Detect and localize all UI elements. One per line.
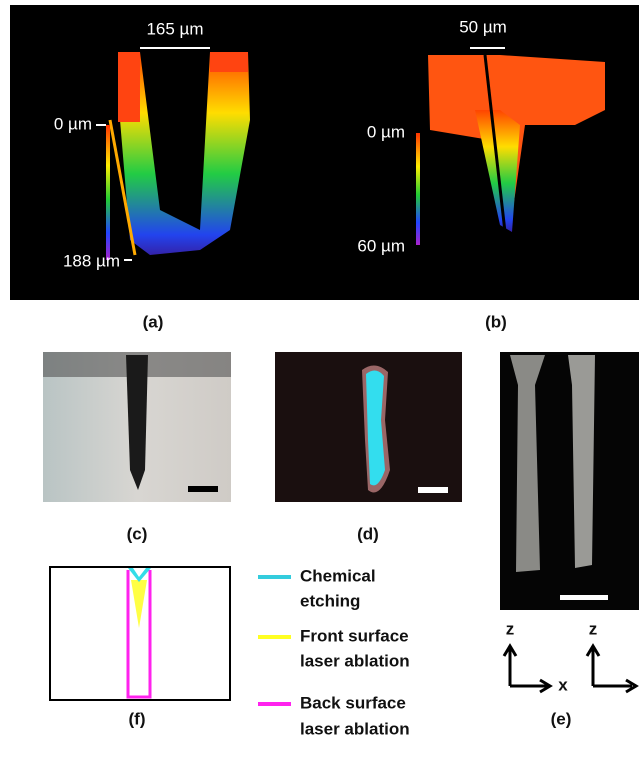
depth-label: 188 µm — [63, 251, 120, 270]
caption: (a) — [143, 312, 164, 331]
width-label: 50 µm — [459, 17, 507, 36]
caption: (c) — [127, 524, 148, 543]
color-bar-a — [106, 125, 110, 260]
axis-label: z — [589, 619, 598, 638]
depth-label: 60 µm — [357, 236, 405, 255]
diagram-f — [49, 566, 231, 701]
legend-label: Chemical — [300, 566, 376, 585]
color-bar-b — [416, 133, 420, 245]
caption: (d) — [357, 524, 379, 543]
legend-label: laser ablation — [300, 651, 410, 670]
legend-label: Back surface — [300, 693, 406, 712]
axis-label: z — [506, 619, 515, 638]
image-d — [275, 352, 462, 502]
depth-label: 0 µm — [54, 114, 92, 133]
caption: (e) — [551, 709, 572, 728]
groove-3d-b — [428, 54, 605, 233]
axis-label: x — [558, 675, 568, 694]
caption: (b) — [485, 312, 507, 331]
image-c — [43, 352, 231, 502]
groove-3d-a — [108, 52, 250, 256]
width-label: 165 µm — [146, 19, 203, 38]
legend-label: laser ablation — [300, 719, 410, 738]
legend-label: Front surface — [300, 626, 409, 645]
axis-arrows — [502, 643, 639, 694]
image-e — [500, 352, 639, 610]
legend-label: etching — [300, 591, 360, 610]
caption: (f) — [129, 709, 146, 728]
depth-label: 0 µm — [367, 122, 405, 141]
